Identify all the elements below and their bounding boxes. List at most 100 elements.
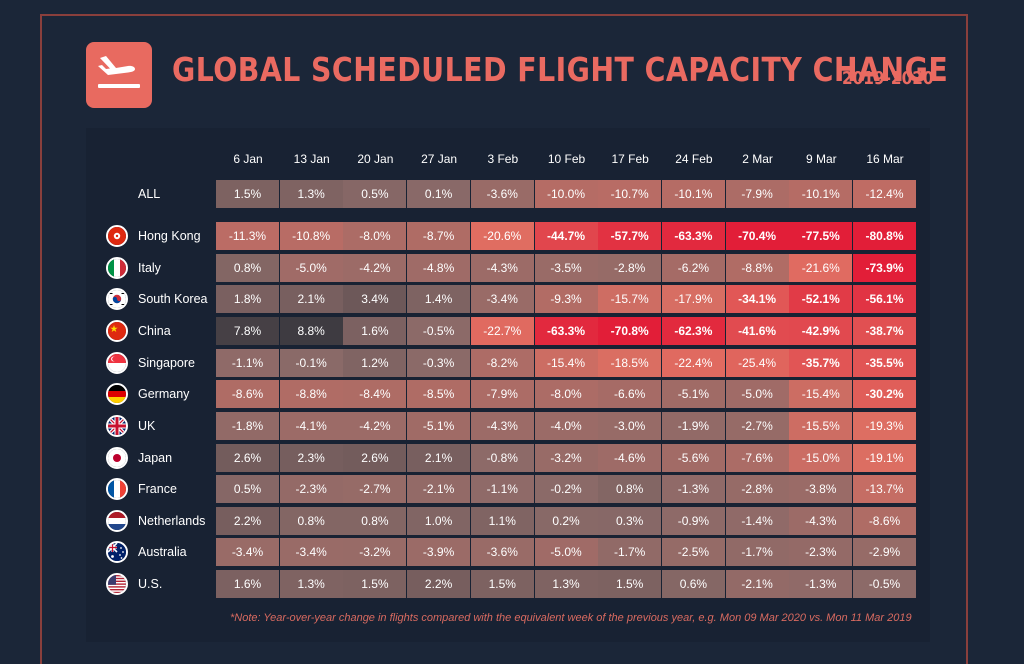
row-label: China [138,324,171,338]
heatmap-cell: 1.2% [343,349,407,377]
heatmap-cell: -2.1% [407,475,471,503]
heatmap-cell: 1.3% [279,180,343,208]
heatmap-cell: -8.8% [279,380,343,408]
row-label: U.S. [138,577,163,591]
column-header: 16 Mar [866,152,904,166]
heatmap-cell: -63.3% [661,222,725,250]
heatmap-cell: -4.8% [407,254,471,282]
column-header: 17 Feb [611,152,649,166]
heatmap-cell: -4.6% [598,444,662,472]
heatmap-cell: 1.6% [343,317,407,345]
heatmap-cell: -15.4% [534,349,598,377]
heatmap-cell: -4.3% [470,412,534,440]
heatmap-cell: 0.8% [598,475,662,503]
heatmap-cell: 0.2% [534,507,598,535]
row-label: Australia [138,545,187,559]
heatmap-cell: -38.7% [853,317,916,345]
hong-kong-flag-icon [106,225,128,247]
netherlands-flag-icon [106,510,128,532]
heatmap-cell: -17.9% [661,285,725,313]
italy-flag-icon [106,257,128,279]
heatmap-cell: -10.0% [534,180,598,208]
uk-flag-icon [106,415,128,437]
heatmap-cell: -2.3% [279,475,343,503]
heatmap-cell: -11.3% [216,222,279,250]
heatmap-cell: -8.0% [343,222,407,250]
heatmap-cell: 2.3% [279,444,343,472]
heatmap-cell: 0.3% [598,507,662,535]
heatmap-cell: -19.1% [853,444,916,472]
heatmap-cell: -2.8% [598,254,662,282]
germany-flag-icon [106,383,128,405]
column-header: 9 Mar [805,152,837,166]
heatmap-cell: -6.2% [661,254,725,282]
heatmap-cell: -3.4% [216,538,279,566]
column-header: 3 Feb [487,152,519,166]
heatmap-cell: -10.7% [598,180,662,208]
heatmap-cell: -8.8% [725,254,789,282]
frame-right-border [966,14,968,664]
heatmap-cell: -5.0% [725,380,789,408]
heatmap-cell: 1.5% [470,570,534,598]
heatmap-cell: -1.3% [789,570,853,598]
airplane-landing-icon [86,42,152,108]
heatmap-cell: -0.2% [534,475,598,503]
heatmap-cell: -1.3% [661,475,725,503]
heatmap-cell: 2.1% [407,444,471,472]
heatmap-cell: -42.9% [789,317,853,345]
heatmap-cell: -21.6% [789,254,853,282]
heatmap-cell: -3.0% [598,412,662,440]
heatmap-cell: -4.3% [470,254,534,282]
us-flag-icon [106,573,128,595]
heatmap-cell: -1.1% [216,349,279,377]
heatmap-cell: 1.6% [216,570,279,598]
heatmap-cell: -4.1% [279,412,343,440]
heatmap-cell: -7.9% [725,180,789,208]
heatmap-cell: -15.5% [789,412,853,440]
heatmap-cell: -15.0% [789,444,853,472]
column-header: 6 Jan [233,152,263,166]
heatmap-cell: -15.4% [789,380,853,408]
heatmap-cell: -4.2% [343,254,407,282]
heatmap-cell: -73.9% [853,254,916,282]
france-flag-icon [106,478,128,500]
heatmap-cell: 2.6% [343,444,407,472]
heatmap-cell: -77.5% [789,222,853,250]
heatmap-cell: -8.6% [216,380,279,408]
heatmap-cell: -35.5% [853,349,916,377]
south-korea-flag-icon [106,288,128,310]
heatmap-cell: -1.4% [725,507,789,535]
heatmap-cell: -15.7% [598,285,662,313]
heatmap-cell: -3.4% [279,538,343,566]
column-header: 2 Mar [742,152,773,166]
heatmap-cell: 0.6% [661,570,725,598]
heatmap-cell: 0.5% [216,475,279,503]
heatmap-cell: -1.7% [598,538,662,566]
heatmap-cell: 2.2% [407,570,471,598]
row-label: Hong Kong [138,229,201,243]
heatmap-cell: 1.5% [216,180,279,208]
heatmap-cell: 0.1% [407,180,471,208]
heatmap-cell: -12.4% [853,180,916,208]
heatmap-cell: 1.5% [343,570,407,598]
heatmap-cell: -4.0% [534,412,598,440]
row-label: Japan [138,451,173,465]
heatmap-cell: -41.6% [725,317,789,345]
heatmap-cell: -19.3% [853,412,916,440]
heatmap-cell: -8.7% [407,222,471,250]
row-label: ALL [138,187,161,201]
heatmap-cell: -70.8% [598,317,662,345]
page-title: GLOBAL SCHEDULED FLIGHT CAPACITY CHANGE [172,50,949,89]
heatmap-cell: -8.4% [343,380,407,408]
heatmap-cell: -70.4% [725,222,789,250]
heatmap-cell: 1.3% [534,570,598,598]
heatmap-cell: -6.6% [598,380,662,408]
heatmap-cell: -57.7% [598,222,662,250]
heatmap-cell: -52.1% [789,285,853,313]
heatmap-cell: -62.3% [661,317,725,345]
heatmap-cell: -3.8% [789,475,853,503]
japan-flag-icon [106,447,128,469]
column-header: 24 Feb [675,152,713,166]
heatmap-cell: -1.8% [216,412,279,440]
heatmap-cell: -10.1% [789,180,853,208]
